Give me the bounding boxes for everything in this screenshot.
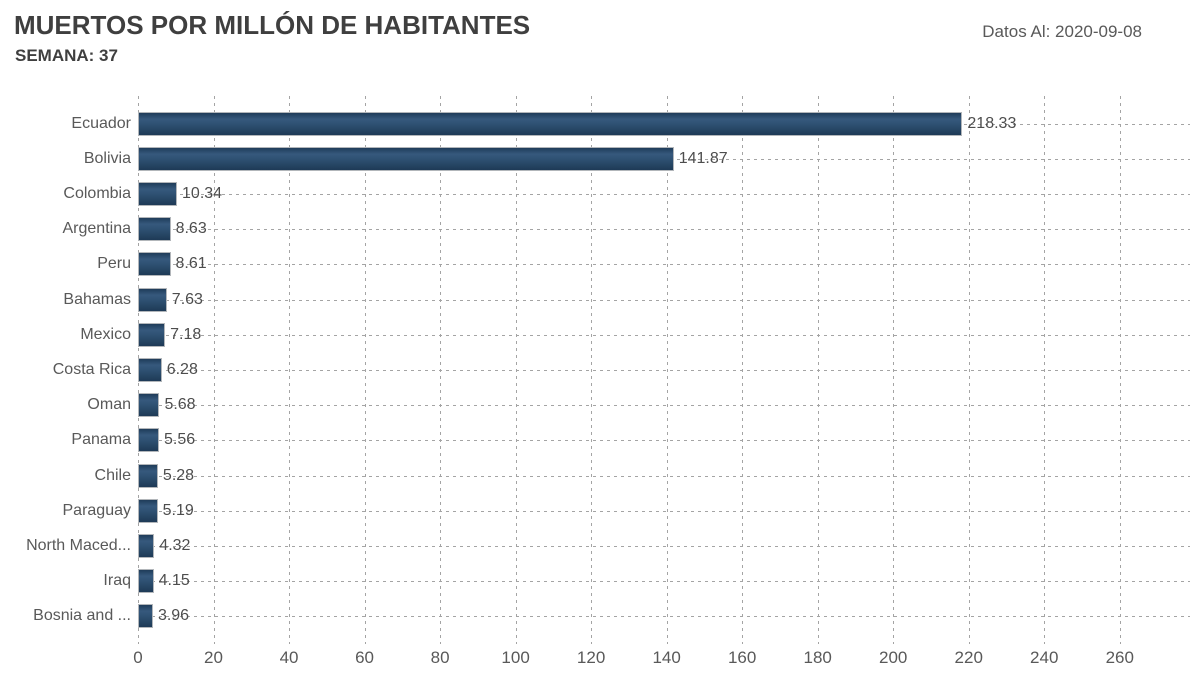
chart-subtitle: SEMANA: 37: [15, 46, 118, 65]
bar[interactable]: [138, 217, 171, 242]
gridline-horizontal: [138, 440, 1190, 442]
bar[interactable]: [138, 287, 167, 312]
bar[interactable]: [138, 252, 171, 277]
value-label: 8.61: [175, 255, 207, 273]
category-label: Bolivia: [83, 149, 131, 167]
category-label: Paraguay: [62, 501, 132, 519]
bar[interactable]: [138, 322, 166, 347]
bar[interactable]: [138, 428, 159, 453]
x-axis-tick-label: 240: [1030, 648, 1059, 667]
value-label: 218.33: [967, 114, 1017, 132]
x-axis-tick-label: 120: [576, 648, 606, 667]
bar-row: Ecuador 218.33: [71, 106, 1190, 141]
category-label: Bahamas: [63, 290, 131, 308]
x-axis-tick-label: 180: [803, 648, 832, 667]
x-axis-tick-label: 60: [355, 648, 375, 667]
gridline-horizontal: [138, 545, 1190, 547]
bar-row: Paraguay 5.19: [63, 493, 1190, 528]
bar[interactable]: [138, 569, 154, 594]
category-label: Chile: [94, 466, 131, 484]
x-axis-tick-label: 200: [879, 648, 908, 667]
bar[interactable]: [138, 393, 160, 418]
value-label: 8.63: [175, 220, 207, 238]
bar-row: Panama 5.56: [71, 423, 1190, 458]
value-label: 6.28: [166, 360, 198, 378]
value-label: 10.34: [182, 184, 223, 202]
gridline-horizontal: [138, 510, 1190, 512]
bar[interactable]: [138, 604, 153, 629]
bar[interactable]: [138, 111, 963, 136]
x-axis-tick-label: 100: [501, 648, 530, 667]
value-label: 4.15: [158, 572, 190, 590]
bar[interactable]: [138, 146, 674, 171]
x-axis: 0 20 40 60 80 100 120 140 160 180 200 220 240 260: [133, 648, 1190, 670]
category-label: Panama: [71, 431, 131, 449]
x-axis-tick-label: 140: [652, 648, 681, 667]
bar-row: North Maced... 4.32: [26, 528, 1190, 563]
value-label: 7.18: [170, 325, 202, 343]
value-label: 4.32: [159, 536, 191, 554]
category-label: Costa Rica: [52, 360, 131, 378]
gridline-horizontal: [138, 475, 1190, 477]
bar[interactable]: [138, 357, 162, 382]
bar-row: Chile 5.28: [95, 458, 1190, 493]
x-axis-tick-label: 80: [430, 648, 450, 667]
gridline-horizontal: [138, 581, 1190, 583]
gridline-horizontal: [138, 229, 1190, 231]
value-label: 5.28: [162, 466, 195, 484]
bar-row: Argentina 8.63: [63, 212, 1190, 247]
bar-row: Bosnia and ... 3.96: [33, 599, 1190, 634]
x-axis-tick-label: 20: [204, 648, 223, 667]
x-axis-tick-label: 40: [279, 648, 299, 667]
value-label: 5.19: [162, 501, 194, 519]
bar-row: Iraq 4.15: [103, 564, 1190, 599]
bar-row: Peru 8.61: [97, 247, 1190, 282]
bar[interactable]: [138, 181, 178, 206]
gridline-horizontal: [138, 264, 1190, 266]
value-label: 7.63: [171, 290, 203, 308]
gridline-horizontal: [138, 405, 1190, 407]
bar-row: Bolivia 141.87: [84, 141, 1190, 176]
category-label: Oman: [87, 396, 131, 414]
plot-area: Ecuador 218.33 Bolivia 141.87 Colombia 10.34 A…: [26, 96, 1190, 644]
x-axis-tick-label: 0: [133, 648, 143, 667]
bar-row: Colombia 10.34: [63, 176, 1190, 211]
category-label: Iraq: [103, 572, 131, 590]
x-axis-tick-label: 260: [1105, 648, 1134, 667]
bar[interactable]: [138, 533, 155, 558]
category-label: Argentina: [62, 220, 132, 238]
category-label: Bosnia and ...: [33, 607, 131, 625]
value-label: 5.68: [164, 396, 196, 414]
category-label: Colombia: [63, 184, 131, 202]
gridline-horizontal: [138, 616, 1190, 618]
gridline-horizontal: [138, 299, 1190, 301]
category-label: Peru: [97, 255, 131, 273]
category-label: Mexico: [80, 325, 131, 343]
category-label: North Maced...: [26, 536, 131, 554]
gridline-horizontal: [138, 334, 1190, 336]
bar-row: Mexico 7.18: [80, 317, 1190, 352]
value-label: 5.56: [163, 431, 196, 449]
gridline-horizontal: [138, 193, 1190, 195]
bar[interactable]: [138, 498, 158, 523]
chart-title: MUERTOS POR MILLÓN DE HABITANTES: [14, 10, 531, 40]
value-label: 141.87: [678, 149, 728, 167]
bar[interactable]: [138, 463, 158, 488]
category-label: Ecuador: [71, 114, 131, 132]
data-as-of-label: Datos Al: 2020-09-08: [982, 22, 1142, 41]
x-axis-tick-label: 220: [954, 648, 983, 667]
bar-row: Bahamas 7.63: [63, 282, 1190, 317]
x-axis-tick-label: 160: [727, 648, 757, 667]
gridline-horizontal: [138, 369, 1190, 371]
bar-row: Costa Rica 6.28: [53, 352, 1190, 387]
value-label: 3.96: [157, 607, 190, 625]
bar-row: Oman 5.68: [87, 388, 1190, 423]
